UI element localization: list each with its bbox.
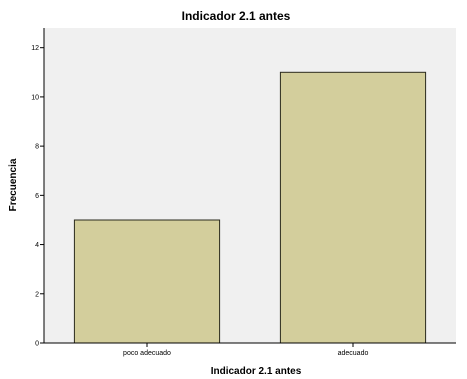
- y-axis-label: Frecuencia: [8, 158, 19, 211]
- bars-layer: [73, 71, 427, 344]
- y-tick-label: 8: [35, 144, 39, 151]
- axes-layer: poco adecuado adecuado 0 2 4 6 8 10 12: [31, 28, 456, 357]
- y-tick-label: 6: [35, 193, 39, 200]
- bar-0: [73, 219, 221, 344]
- bar-1: [279, 71, 427, 344]
- x-tick-label: adecuado: [338, 350, 369, 357]
- y-tick-label: 12: [31, 45, 39, 52]
- y-tick-label: 2: [35, 291, 39, 298]
- y-tick-label: 10: [31, 94, 39, 101]
- y-tick-label: 0: [35, 341, 39, 348]
- chart-title: Indicador 2.1 antes: [182, 9, 291, 23]
- y-tick-label: 4: [35, 242, 39, 249]
- x-tick-label: poco adecuado: [123, 350, 171, 357]
- x-axis-label: Indicador 2.1 antes: [211, 366, 302, 377]
